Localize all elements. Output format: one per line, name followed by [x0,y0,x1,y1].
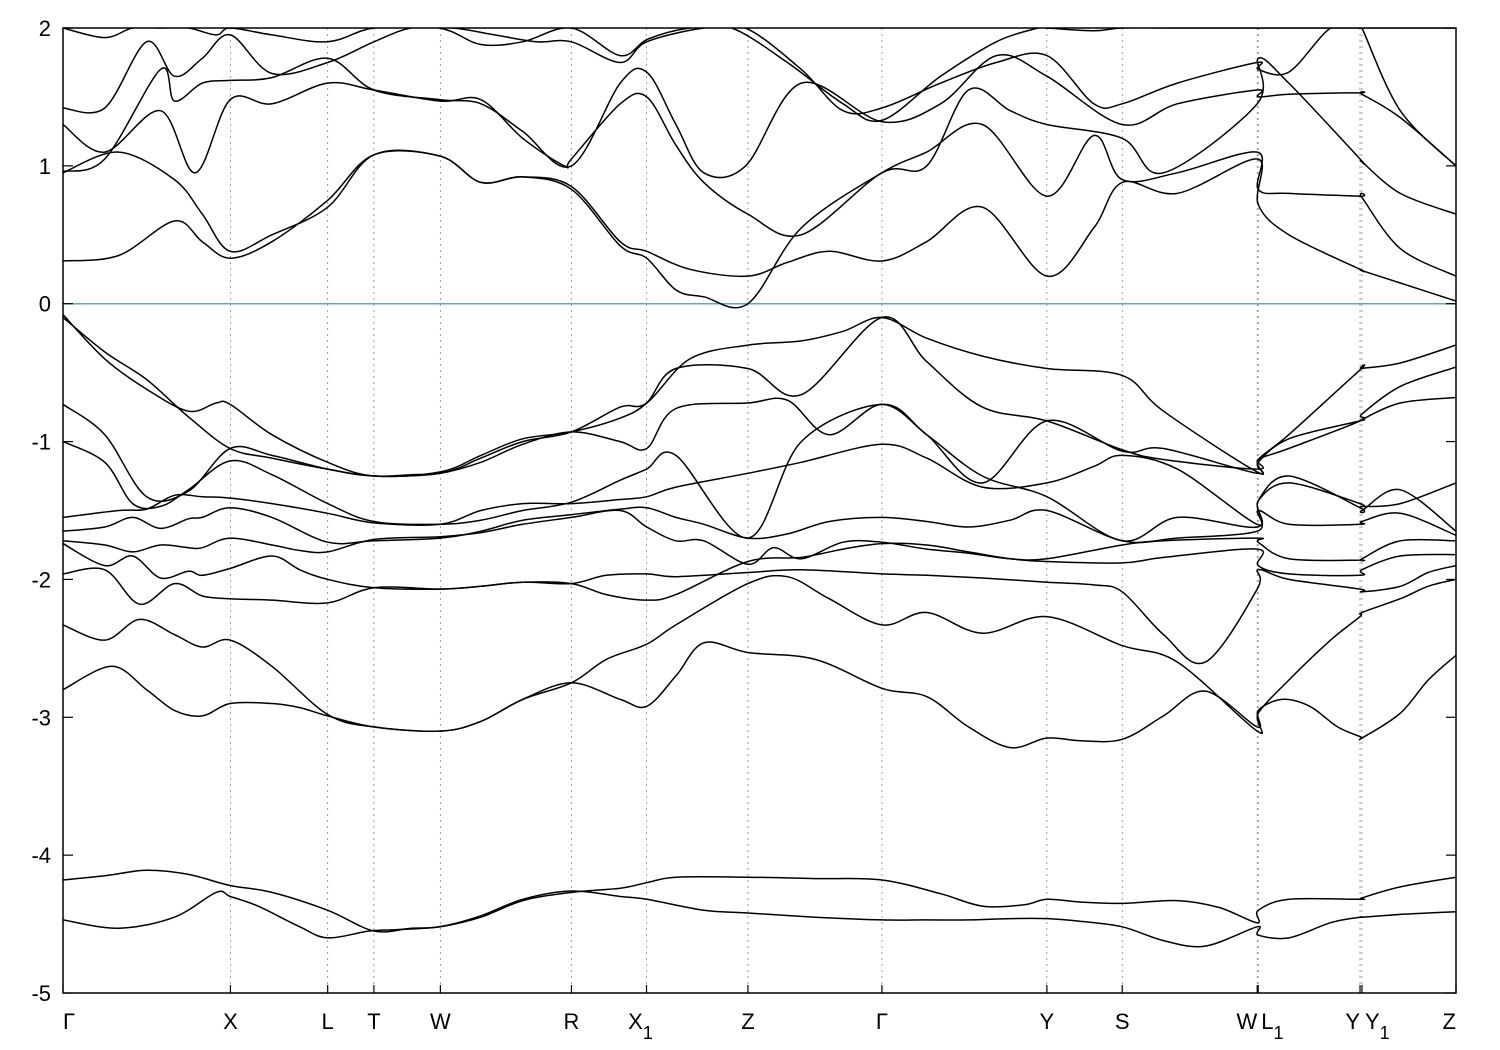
plot-frame [62,27,1457,994]
band-line-1 [63,890,1456,948]
band-line-13 [63,316,1456,478]
band-line-17 [63,53,1456,179]
band-line-15 [63,122,1456,309]
x-tick-label: Y [1345,1009,1360,1034]
y-axis-ticks: 2 1 0 -1 -2 -3 -4 -5 [31,16,1456,1006]
x-tick-label: L [322,1009,334,1034]
bands-layer [63,28,1456,948]
x-axis-ticks: Γ X L T W R X1 Z Γ Y S W L1 Y Y1 Z [62,985,1457,1043]
x-tick-label: Γ [876,1009,888,1034]
x-tick-label: Y1 [1365,1009,1390,1043]
x-tick-label: T [367,1009,380,1034]
y-tick-label: 1 [39,154,51,179]
x-tick-label: Z [741,1009,754,1034]
band-line-2 [63,869,1456,933]
band-line-18 [63,28,1456,167]
band-line-7 [63,509,1456,566]
x-tick-label: X1 [628,1009,653,1043]
x-tick-label: Z [1443,1009,1456,1034]
x-tick-label: Γ [63,1009,75,1034]
x-tick-label: L1 [1261,1009,1283,1043]
band-line-5 [63,564,1456,665]
band-line-6 [63,542,1456,601]
x-tick-label: Y [1040,1009,1055,1034]
x-tick-label: R [563,1009,579,1034]
y-tick-label: 2 [39,16,51,41]
band-line-12 [63,314,1456,478]
x-tick-label: S [1115,1009,1130,1034]
band-line-4 [63,574,1456,734]
y-tick-label: -2 [31,567,51,592]
band-line-14 [63,150,1456,302]
x-tick-label: W [1236,1009,1257,1034]
y-tick-label: -4 [31,843,51,868]
band-line-10 [63,403,1456,542]
band-line-3 [63,641,1456,749]
grid-layer [230,28,1363,993]
x-tick-label: W [430,1009,451,1034]
band-line-11 [63,396,1456,502]
y-tick-label: -1 [31,430,51,455]
band-line-16 [63,56,1456,237]
band-line-9 [63,443,1456,527]
x-tick-label: X [223,1009,238,1034]
y-tick-label: -3 [31,705,51,730]
y-tick-label: 0 [39,292,51,317]
y-tick-label: -5 [31,981,51,1006]
